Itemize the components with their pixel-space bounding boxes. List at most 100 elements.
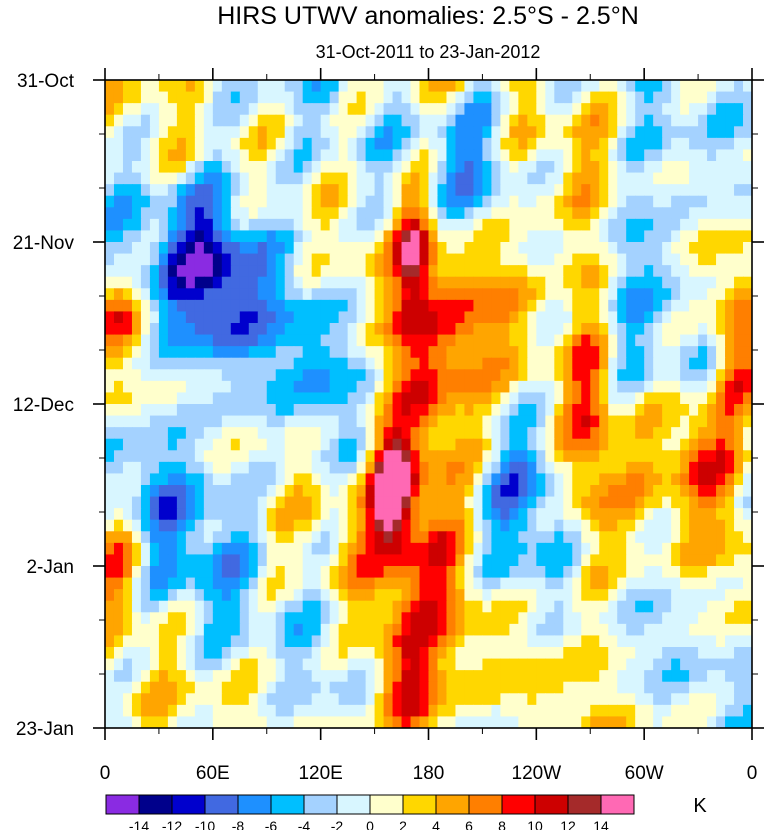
heatmap-cell [428, 380, 439, 394]
heatmap-cell [419, 542, 430, 556]
heatmap-cell [392, 172, 403, 185]
heatmap-cell [131, 647, 142, 660]
heatmap-cell [725, 623, 735, 637]
heatmap-cell [635, 91, 645, 104]
heatmap-cell [626, 184, 636, 197]
heatmap-cell [212, 473, 223, 486]
heatmap-cell [572, 369, 582, 382]
heatmap-cell [113, 126, 124, 139]
heatmap-cell [698, 450, 708, 463]
heatmap-cell [293, 380, 304, 394]
heatmap-cell [401, 623, 412, 637]
heatmap-cell [680, 149, 690, 162]
heatmap-cell [662, 91, 672, 104]
heatmap-cell [302, 288, 313, 301]
heatmap-cell [437, 346, 448, 359]
heatmap-cell [545, 323, 555, 336]
heatmap-cell [167, 195, 178, 208]
heatmap-cell [257, 600, 268, 613]
heatmap-cell [689, 253, 699, 266]
heatmap-cell [257, 195, 268, 208]
heatmap-cell [212, 635, 223, 648]
heatmap-cell [293, 114, 304, 127]
heatmap-cell [347, 137, 358, 151]
heatmap-cell [743, 126, 752, 139]
heatmap-cell [221, 311, 232, 324]
heatmap-cell [329, 473, 340, 486]
heatmap-cell [185, 230, 196, 243]
heatmap-cell [347, 149, 358, 162]
heatmap-cell [320, 91, 331, 104]
heatmap-cell [626, 647, 636, 660]
heatmap-cell [239, 80, 250, 93]
heatmap-cell [356, 427, 367, 440]
heatmap-cell [284, 461, 295, 475]
heatmap-cell [662, 161, 672, 174]
heatmap-cell [653, 195, 663, 208]
heatmap-cell [248, 207, 259, 220]
heatmap-cell [149, 184, 160, 197]
heatmap-cell [338, 392, 349, 405]
heatmap-cell [725, 438, 735, 451]
heatmap-cell [518, 670, 528, 683]
heatmap-cell [401, 438, 412, 451]
heatmap-cell [509, 380, 519, 394]
heatmap-cell [329, 716, 340, 728]
heatmap-cell [527, 473, 537, 486]
heatmap-cell [734, 658, 744, 671]
heatmap-cell [347, 427, 358, 440]
heatmap-cell [455, 635, 466, 648]
heatmap-cell [572, 427, 582, 440]
heatmap-cell [446, 473, 457, 486]
heatmap-cell [293, 149, 304, 162]
heatmap-cell [374, 681, 385, 694]
heatmap-cell [734, 704, 744, 718]
heatmap-cell [554, 242, 564, 255]
heatmap-cell [464, 554, 475, 567]
heatmap-cell [185, 438, 196, 451]
heatmap-cell [437, 589, 448, 602]
heatmap-cell [437, 496, 448, 509]
heatmap-cell [248, 450, 259, 463]
heatmap-cell [329, 577, 340, 590]
heatmap-cell [437, 392, 448, 405]
heatmap-cell [626, 542, 636, 556]
heatmap-cell [599, 473, 609, 486]
heatmap-cell [455, 473, 466, 486]
heatmap-cell [491, 473, 501, 486]
heatmap-cell [212, 276, 223, 289]
heatmap-cell [491, 693, 501, 706]
heatmap-cell [428, 485, 439, 498]
heatmap-cell [311, 207, 322, 220]
heatmap-cell [105, 635, 115, 648]
heatmap-cell [491, 137, 501, 151]
heatmap-cell [374, 172, 385, 185]
heatmap-cell [437, 600, 448, 613]
heatmap-cell [554, 600, 564, 613]
heatmap-cell [194, 704, 205, 718]
heatmap-cell [680, 404, 690, 417]
heatmap-cell [140, 716, 151, 728]
heatmap-cell [221, 288, 232, 301]
heatmap-cell [284, 334, 295, 347]
heatmap-cell [554, 137, 564, 151]
heatmap-cell [221, 126, 232, 139]
heatmap-cell [473, 242, 484, 255]
colorbar-swatch [204, 794, 239, 815]
colorbar-tick-label: 0 [366, 818, 374, 830]
heatmap-cell [464, 230, 475, 243]
heatmap-cell [500, 612, 510, 625]
heatmap-cell [122, 265, 133, 278]
heatmap-cell [410, 80, 421, 93]
heatmap-cell [689, 647, 699, 660]
heatmap-cell [410, 149, 421, 162]
heatmap-cell [743, 172, 752, 185]
heatmap-cell [518, 542, 528, 556]
heatmap-cell [563, 438, 573, 451]
heatmap-cell [257, 230, 268, 243]
heatmap-cell [689, 681, 699, 694]
heatmap-cell [608, 253, 618, 266]
heatmap-cell [230, 704, 241, 718]
heatmap-cell [176, 392, 187, 405]
heatmap-cell [707, 172, 717, 185]
